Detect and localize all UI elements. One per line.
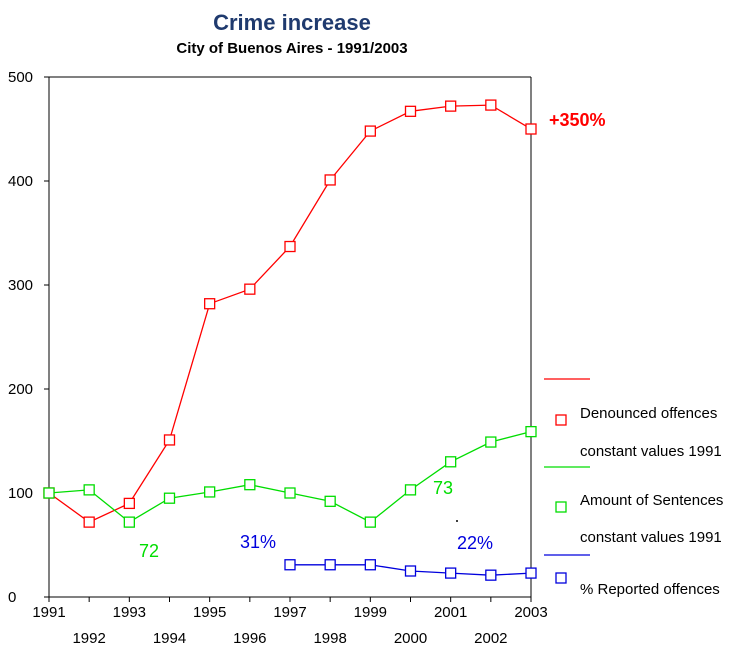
x-tick-label: 1996 [233, 630, 266, 647]
x-tick-label: 1998 [313, 630, 346, 647]
legend-sublabel: constant values 1991 [580, 443, 722, 460]
y-tick-label: 500 [8, 69, 33, 86]
x-tick-label: 1995 [193, 604, 226, 621]
x-tick-label: 1994 [153, 630, 186, 647]
plot-area [48, 76, 532, 598]
data-point [364, 516, 376, 528]
y-tick-label: 200 [8, 381, 33, 398]
data-point [364, 559, 376, 571]
x-tick-label: 1992 [72, 630, 105, 647]
data-point [525, 567, 537, 579]
chart-subtitle: City of Buenos Aires - 1991/2003 [176, 40, 407, 57]
annotation-label: 73 [433, 478, 453, 498]
y-tick-label: 0 [8, 589, 16, 606]
stray-dot [456, 520, 458, 522]
data-point [83, 484, 95, 496]
data-point [485, 99, 497, 111]
data-point [244, 479, 256, 491]
legend-entry-1: Denounced offences constant values 1991 [544, 378, 722, 460]
series-2 [43, 425, 537, 528]
data-point [324, 495, 336, 507]
data-point [163, 434, 176, 446]
data-point [404, 565, 417, 577]
annotation-label: +350% [549, 110, 606, 130]
data-point [43, 487, 55, 499]
data-point [204, 486, 216, 498]
legend-marker-swatch [555, 572, 567, 584]
legend-entry-2: Amount of Sentences constant values 1991 [544, 466, 723, 546]
data-point [445, 567, 457, 579]
data-point [404, 484, 417, 496]
legend-label: % Reported offences [580, 581, 720, 598]
series-line [48, 430, 532, 523]
x-tick-label: 2000 [394, 630, 427, 647]
legend-sublabel: constant values 1991 [580, 529, 722, 546]
y-tick-label: 100 [8, 485, 33, 502]
data-point [364, 125, 376, 137]
x-tick-label: 1999 [354, 604, 387, 621]
x-tick-label: 2002 [474, 630, 507, 647]
annotation-layer: +350% 72 73 31% 22% [139, 110, 606, 561]
series-3 [284, 559, 537, 581]
series-1 [43, 99, 537, 528]
data-point [163, 492, 176, 504]
data-point [83, 516, 95, 528]
series-line [48, 104, 532, 523]
data-point [204, 298, 216, 310]
data-point [485, 569, 497, 581]
data-point [324, 559, 336, 571]
data-point [485, 436, 497, 448]
chart-title: Crime increase [213, 10, 371, 35]
annotation-label: 22% [457, 533, 493, 553]
annotation-label: 72 [139, 541, 159, 561]
data-point [525, 123, 537, 135]
y-tick-label: 300 [8, 277, 33, 294]
legend-label: Denounced offences [580, 405, 717, 422]
data-point [123, 516, 135, 528]
data-point [445, 456, 457, 468]
data-point [525, 425, 537, 438]
legend-label: Amount of Sentences [580, 492, 723, 509]
data-point [244, 283, 256, 295]
data-point [123, 497, 135, 510]
legend-entry-3: % Reported offences [544, 554, 720, 598]
data-point [284, 487, 296, 499]
data-point [284, 559, 296, 571]
y-axis-ticks: 0 100 200 300 400 500 [8, 69, 49, 606]
data-point [404, 105, 417, 117]
x-tick-label: 2001 [434, 604, 467, 621]
data-point [284, 240, 296, 253]
x-tick-label: 1993 [113, 604, 146, 621]
data-point [324, 174, 336, 186]
x-tick-label: 2003 [514, 604, 547, 621]
legend-marker-swatch [555, 501, 567, 513]
x-tick-label: 1997 [273, 604, 306, 621]
series-layer [43, 99, 537, 581]
y-tick-label: 400 [8, 173, 33, 190]
x-tick-label: 1991 [32, 604, 65, 621]
data-point [445, 100, 457, 112]
x-axis-ticks: 1991 1993 1995 1997 1999 2001 2003 1992 1994 1996… [32, 597, 548, 647]
legend-marker-swatch [555, 414, 567, 426]
annotation-label: 31% [240, 532, 276, 552]
